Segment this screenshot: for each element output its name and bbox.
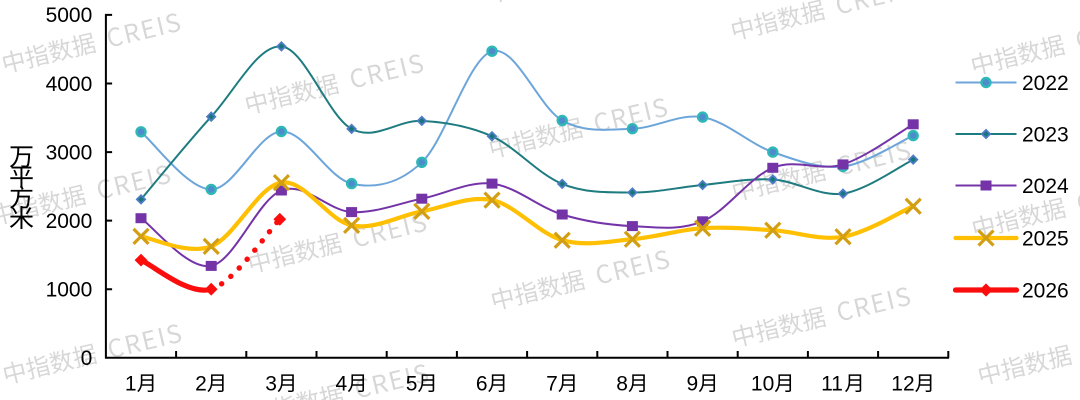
svg-text:12: 12 — [891, 373, 914, 396]
svg-text:2025: 2025 — [1022, 227, 1069, 250]
svg-text:2023: 2023 — [1022, 123, 1069, 146]
svg-text:4000: 4000 — [46, 73, 93, 96]
svg-text:5000: 5000 — [46, 4, 93, 27]
svg-text:4: 4 — [336, 373, 348, 396]
svg-text:5: 5 — [406, 373, 418, 396]
svg-text:9: 9 — [687, 373, 699, 396]
svg-text:2026: 2026 — [1022, 279, 1069, 302]
svg-text:2022: 2022 — [1022, 72, 1069, 95]
svg-text:8: 8 — [616, 373, 628, 396]
svg-text:0: 0 — [81, 347, 93, 370]
svg-text:3000: 3000 — [46, 141, 93, 164]
svg-text:2000: 2000 — [46, 210, 93, 233]
svg-text:6: 6 — [476, 373, 488, 396]
svg-text:10: 10 — [751, 373, 774, 396]
svg-text:1000: 1000 — [46, 279, 93, 302]
svg-text:3: 3 — [265, 373, 277, 396]
svg-text:11: 11 — [821, 373, 843, 396]
svg-text:2: 2 — [195, 373, 207, 396]
svg-text:1: 1 — [125, 373, 137, 396]
svg-text:7: 7 — [546, 373, 558, 396]
svg-text:2024: 2024 — [1022, 175, 1069, 198]
